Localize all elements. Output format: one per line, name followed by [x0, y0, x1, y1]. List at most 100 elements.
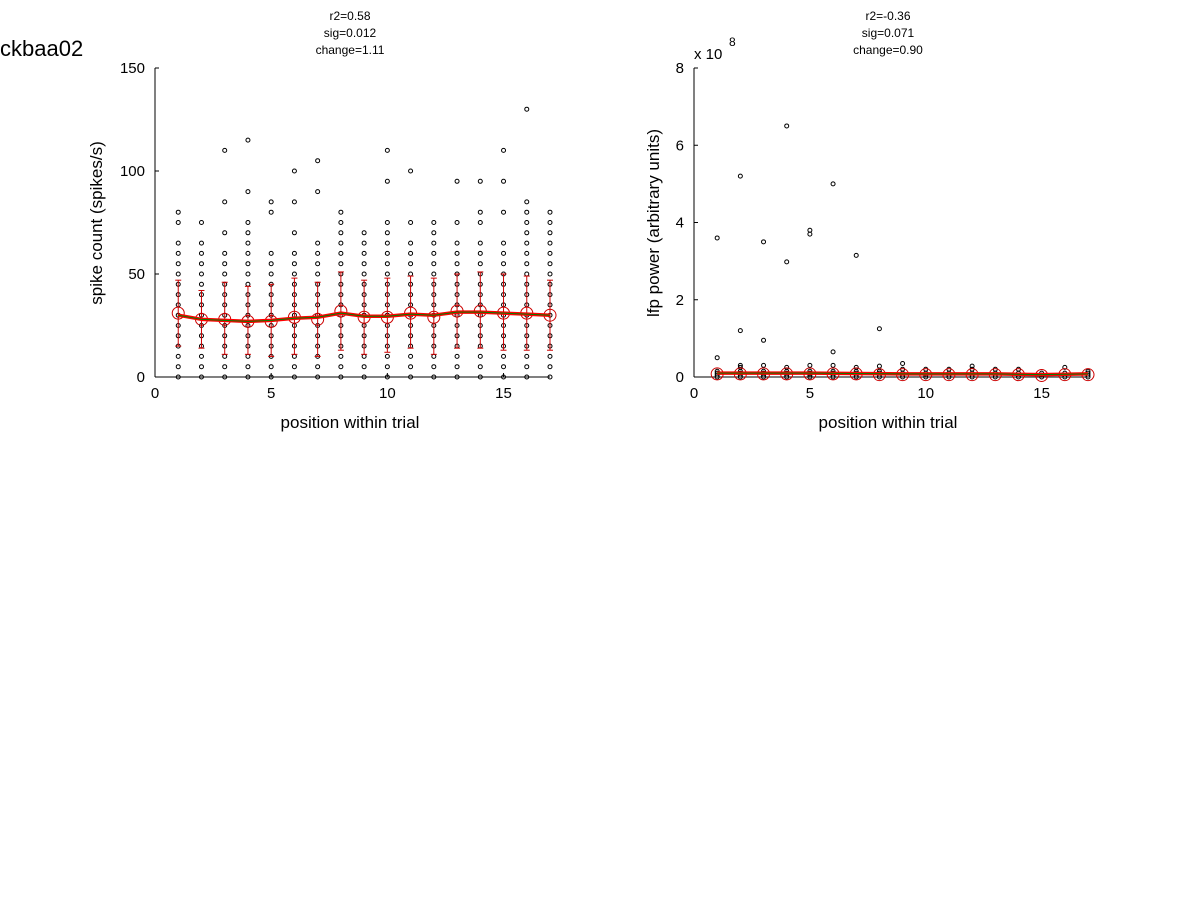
raw-data-point	[245, 250, 251, 256]
raw-data-point	[222, 250, 228, 256]
raw-data-point	[245, 230, 251, 236]
raw-data-point	[853, 364, 859, 370]
raw-data-point	[501, 374, 507, 380]
y-axis-label: spike count (spikes/s)	[87, 141, 106, 304]
x-tick-label: 5	[267, 385, 275, 402]
raw-data-point	[222, 364, 228, 370]
raw-data-point	[477, 364, 483, 370]
raw-data-point	[454, 220, 460, 225]
raw-data-point	[315, 240, 321, 246]
raw-data-point	[361, 374, 367, 380]
raw-data-point	[501, 178, 507, 184]
raw-data-point	[524, 230, 530, 236]
raw-data-point	[175, 240, 181, 246]
raw-data-point	[222, 374, 228, 380]
fit-line-inner	[717, 372, 1089, 376]
raw-data-point	[477, 178, 483, 184]
raw-data-point	[245, 189, 251, 195]
raw-data-point	[876, 363, 882, 369]
raw-data-point	[807, 227, 813, 233]
raw-data-point	[408, 261, 414, 267]
raw-data-point	[454, 261, 460, 267]
panel-title-line-1: r2=-0.36	[865, 9, 910, 23]
raw-data-point	[222, 353, 228, 359]
raw-data-point	[501, 353, 507, 359]
raw-data-point	[291, 364, 297, 370]
raw-data-point	[338, 220, 344, 225]
raw-data-point	[853, 252, 859, 258]
figure-suptitle: ckbaa02	[0, 36, 83, 61]
raw-data-point	[408, 240, 414, 246]
raw-data-point	[245, 137, 251, 143]
raw-data-point	[547, 209, 553, 215]
raw-data-point	[408, 250, 414, 256]
raw-data-point	[1085, 368, 1091, 374]
raw-data-point	[501, 261, 507, 267]
raw-data-point	[338, 364, 344, 370]
raw-data-point	[175, 353, 181, 359]
raw-data-point	[454, 178, 460, 184]
raw-data-point	[524, 240, 530, 246]
raw-data-point	[361, 230, 367, 236]
raw-data-point	[1062, 364, 1068, 370]
raw-data-point	[245, 261, 251, 267]
raw-data-point	[198, 261, 204, 267]
raw-data-point	[524, 220, 530, 225]
y-exponent-label: x 10	[694, 46, 722, 63]
raw-data-point	[315, 189, 321, 195]
raw-data-point	[524, 209, 530, 215]
raw-data-point	[268, 209, 274, 215]
raw-data-point	[198, 250, 204, 256]
raw-data-point	[268, 199, 274, 205]
raw-data-point	[547, 240, 553, 246]
raw-data-point	[784, 364, 790, 370]
raw-data-point	[524, 106, 530, 112]
raw-data-point	[198, 353, 204, 359]
panel-title-line-2: sig=0.012	[324, 26, 377, 40]
raw-data-point	[315, 261, 321, 267]
raw-data-point	[245, 220, 251, 225]
raw-data-point	[384, 220, 390, 225]
raw-data-point	[501, 364, 507, 370]
raw-data-point	[175, 261, 181, 267]
raw-data-point	[431, 374, 437, 380]
raw-data-point	[222, 199, 228, 205]
raw-data-point	[198, 240, 204, 246]
raw-data-point	[408, 374, 414, 380]
raw-data-point	[547, 353, 553, 359]
raw-data-point	[315, 364, 321, 370]
raw-data-point	[501, 250, 507, 256]
raw-data-point	[268, 271, 274, 277]
y-tick-label: 100	[120, 163, 145, 180]
y-tick-label: 150	[120, 60, 145, 77]
raw-data-point	[338, 374, 344, 380]
x-tick-label: 15	[1033, 385, 1050, 402]
raw-data-point	[268, 374, 274, 380]
x-tick-label: 5	[806, 385, 814, 402]
raw-data-point	[431, 261, 437, 267]
raw-data-point	[431, 230, 437, 236]
raw-data-point	[431, 250, 437, 256]
raw-data-point	[384, 250, 390, 256]
raw-data-point	[338, 230, 344, 236]
y-axis-label: lfp power (arbitrary units)	[644, 129, 663, 317]
raw-data-point	[900, 360, 906, 366]
raw-data-point	[291, 168, 297, 174]
raw-data-point	[338, 250, 344, 256]
lfp-power-panel: r2=-0.36 sig=0.071 change=0.90 position …	[644, 9, 1095, 432]
raw-data-point	[384, 178, 390, 184]
raw-data-point	[761, 337, 767, 343]
raw-data-point	[175, 374, 181, 380]
raw-data-point	[524, 364, 530, 370]
mean-marker	[427, 310, 441, 324]
y-exponent-power: 8	[729, 35, 736, 49]
raw-data-point	[198, 374, 204, 380]
raw-data-point	[501, 209, 507, 215]
x-tick-label: 0	[151, 385, 159, 402]
raw-data-point	[222, 230, 228, 236]
raw-data-point	[547, 261, 553, 267]
raw-data-point	[198, 220, 204, 225]
panel-title-line-1: r2=0.58	[329, 9, 370, 23]
raw-data-point	[384, 240, 390, 246]
